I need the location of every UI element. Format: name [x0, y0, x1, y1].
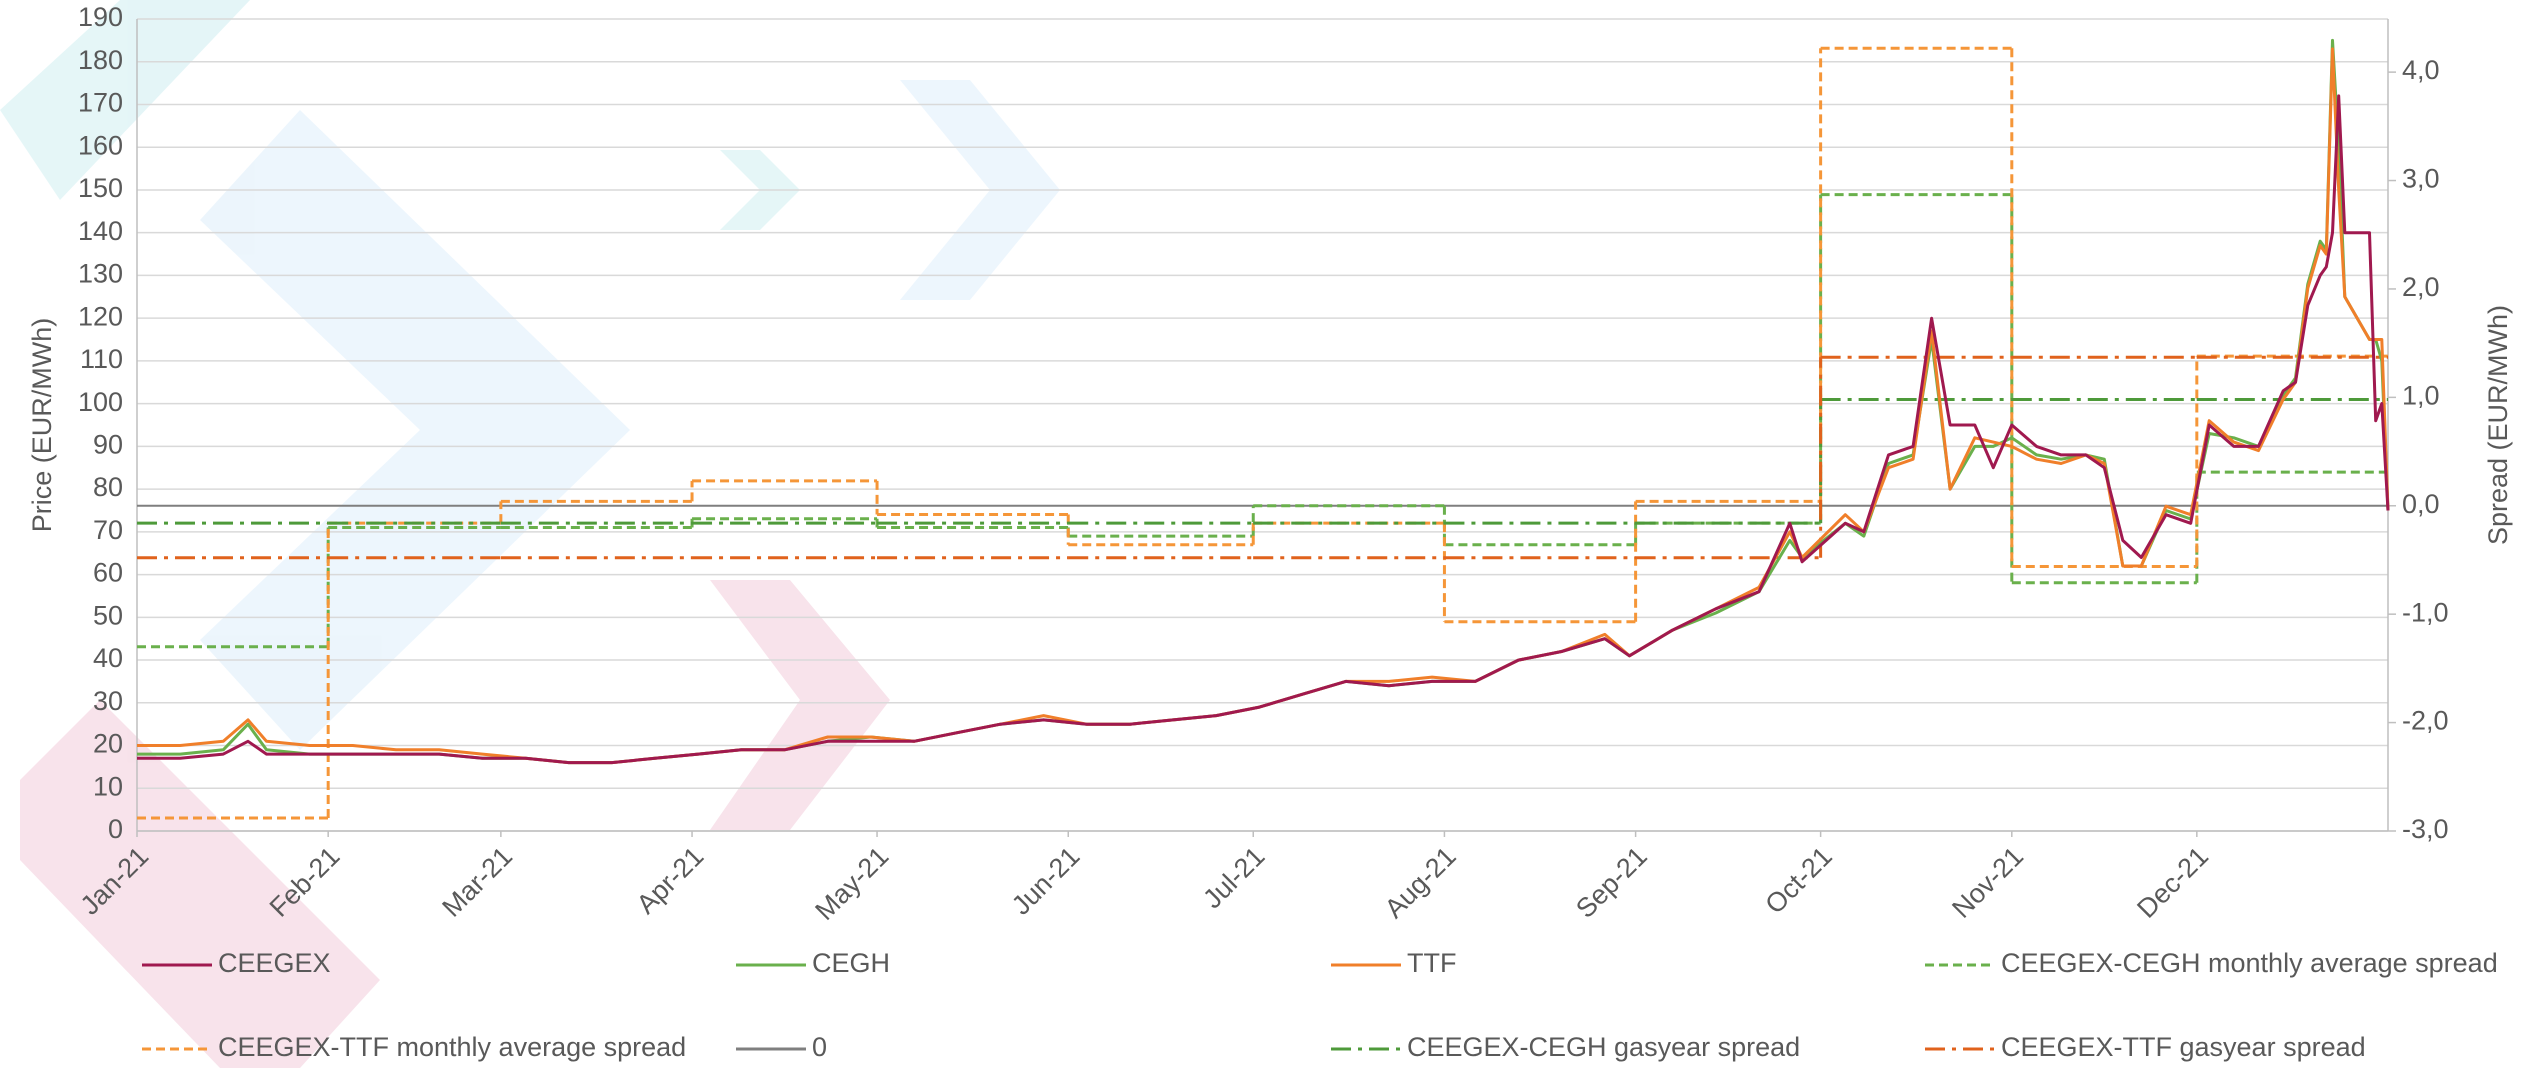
legend-label: CEEGEX [218, 948, 331, 978]
y2-tick-label: 4,0 [2402, 55, 2440, 85]
y-tick-label: 40 [93, 643, 123, 673]
y-tick-label: 80 [93, 472, 123, 502]
y-tick-label: 140 [78, 216, 123, 246]
y2-tick-label: -1,0 [2402, 597, 2449, 627]
legend-label: 0 [812, 1032, 827, 1062]
legend-label: CEGH [812, 948, 890, 978]
y-tick-label: 120 [78, 301, 123, 331]
y-tick-label: 180 [78, 45, 123, 75]
y-tick-label: 30 [93, 686, 123, 716]
y-tick-label: 0 [108, 814, 123, 844]
y-tick-label: 130 [78, 259, 123, 289]
x-tick-label: Jun-21 [1006, 841, 1086, 921]
y2-tick-label: 3,0 [2402, 164, 2440, 194]
y-tick-label: 70 [93, 515, 123, 545]
legend-label: CEEGEX-TTF monthly average spread [218, 1032, 686, 1062]
x-tick-label: Apr-21 [631, 841, 710, 920]
y2-tick-label: 0,0 [2402, 489, 2440, 519]
x-tick-label: Sep-21 [1570, 841, 1653, 924]
y-tick-label: 10 [93, 771, 123, 801]
x-tick-label: Mar-21 [436, 841, 518, 923]
y2-tick-label: -2,0 [2402, 706, 2449, 736]
y-tick-label: 60 [93, 558, 123, 588]
y2-axis-title: Spread (EUR/MWh) [2483, 305, 2513, 545]
y-tick-label: 190 [78, 2, 123, 32]
y2-tick-label: -3,0 [2402, 814, 2449, 844]
y2-tick-label: 2,0 [2402, 272, 2440, 302]
x-tick-label: Jul-21 [1197, 841, 1270, 914]
x-tick-label: Nov-21 [1946, 841, 2029, 924]
y-tick-label: 90 [93, 429, 123, 459]
y-tick-label: 50 [93, 600, 123, 630]
y-tick-label: 100 [78, 387, 123, 417]
y2-tick-label: 1,0 [2402, 380, 2440, 410]
x-tick-label: Oct-21 [1759, 841, 1838, 920]
x-tick-label: Aug-21 [1379, 841, 1462, 924]
y-axis-title: Price (EUR/MWh) [27, 318, 57, 533]
y-tick-label: 110 [80, 344, 123, 374]
price-line [137, 94, 2390, 765]
legend-label: CEEGEX-TTF gasyear spread [2001, 1032, 2366, 1062]
watermark [0, 0, 1060, 1068]
y-tick-label: 20 [93, 729, 123, 759]
y-tick-label: 170 [78, 88, 123, 118]
y-tick-label: 160 [78, 130, 123, 160]
legend-label: CEEGEX-CEGH monthly average spread [2001, 948, 2498, 978]
x-tick-label: May-21 [809, 841, 894, 926]
x-tick-label: Dec-21 [2131, 841, 2214, 924]
legend-label: TTF [1407, 948, 1456, 978]
legend-label: CEEGEX-CEGH gasyear spread [1407, 1032, 1800, 1062]
y-tick-label: 150 [78, 173, 123, 203]
